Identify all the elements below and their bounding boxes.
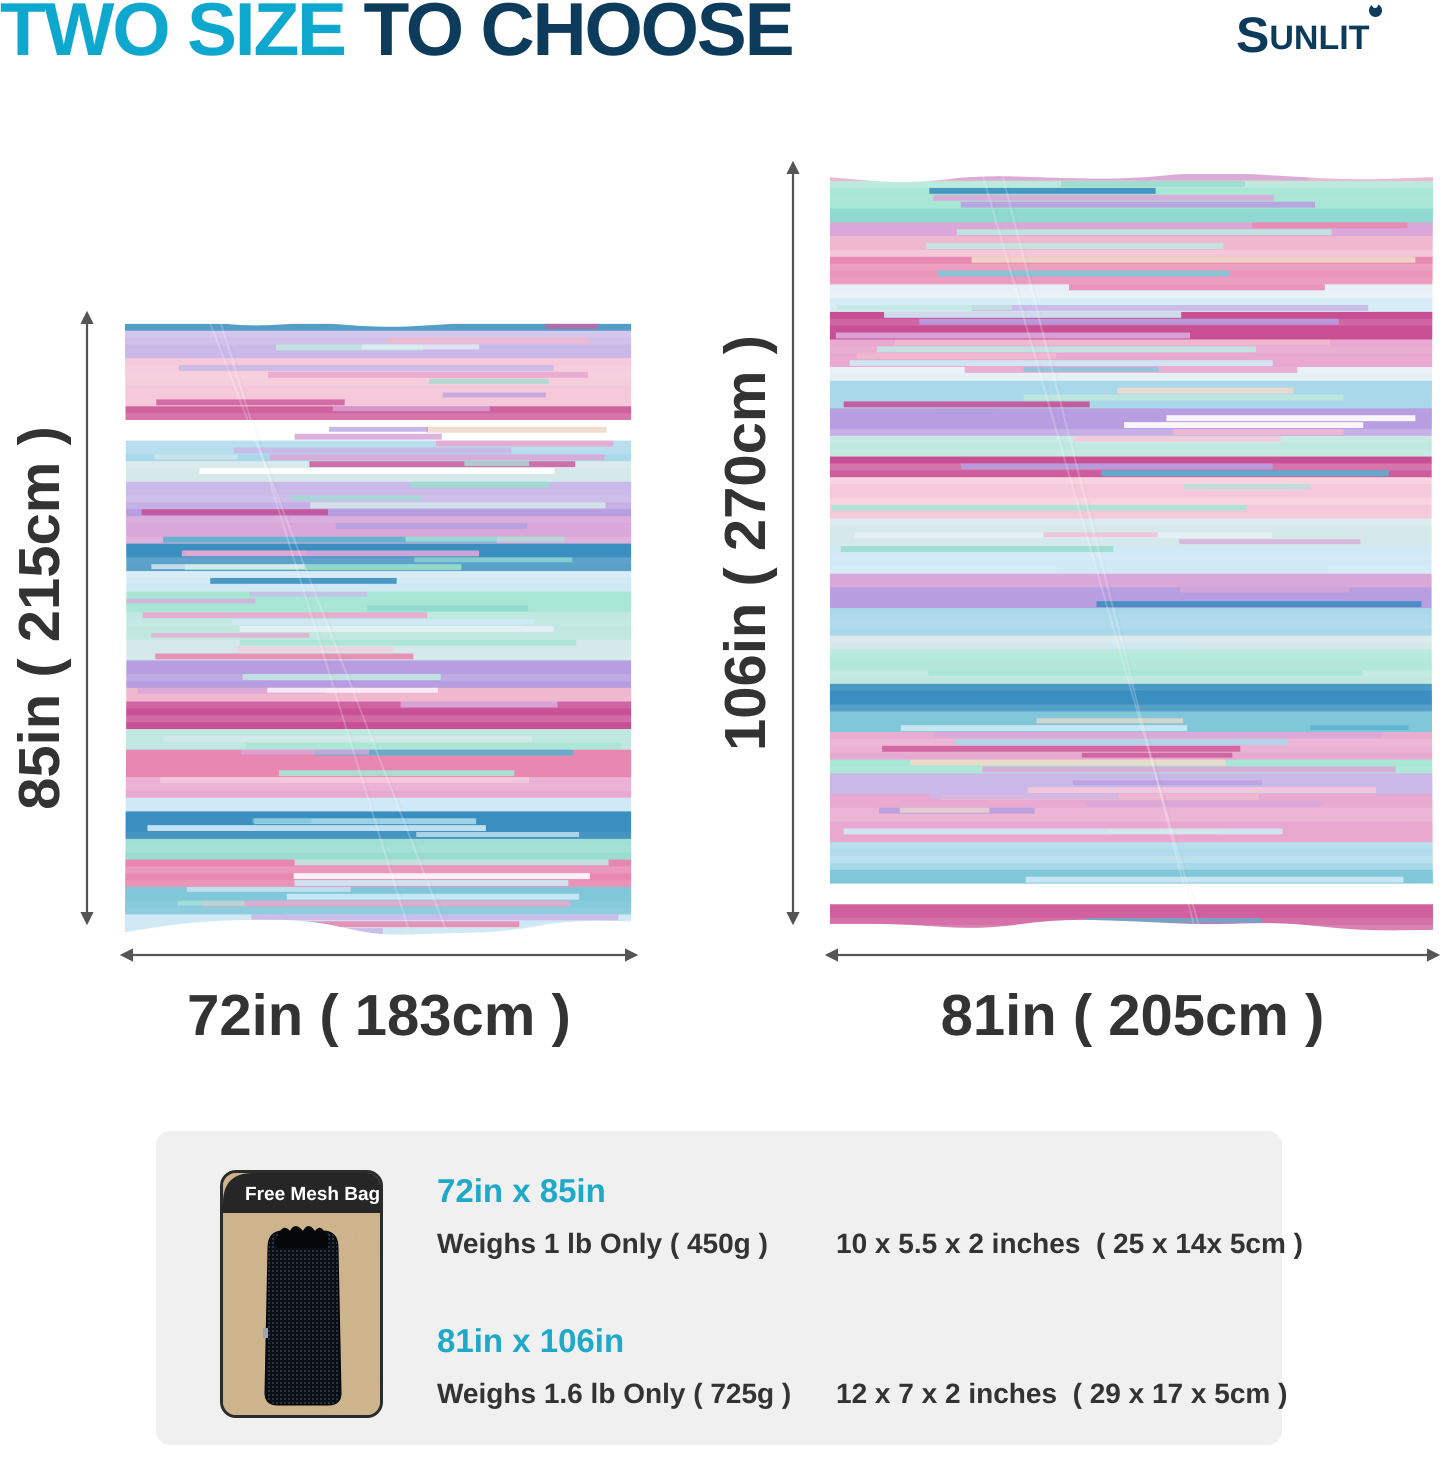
svg-text:Free Mesh Bag: Free Mesh Bag (245, 1184, 380, 1205)
